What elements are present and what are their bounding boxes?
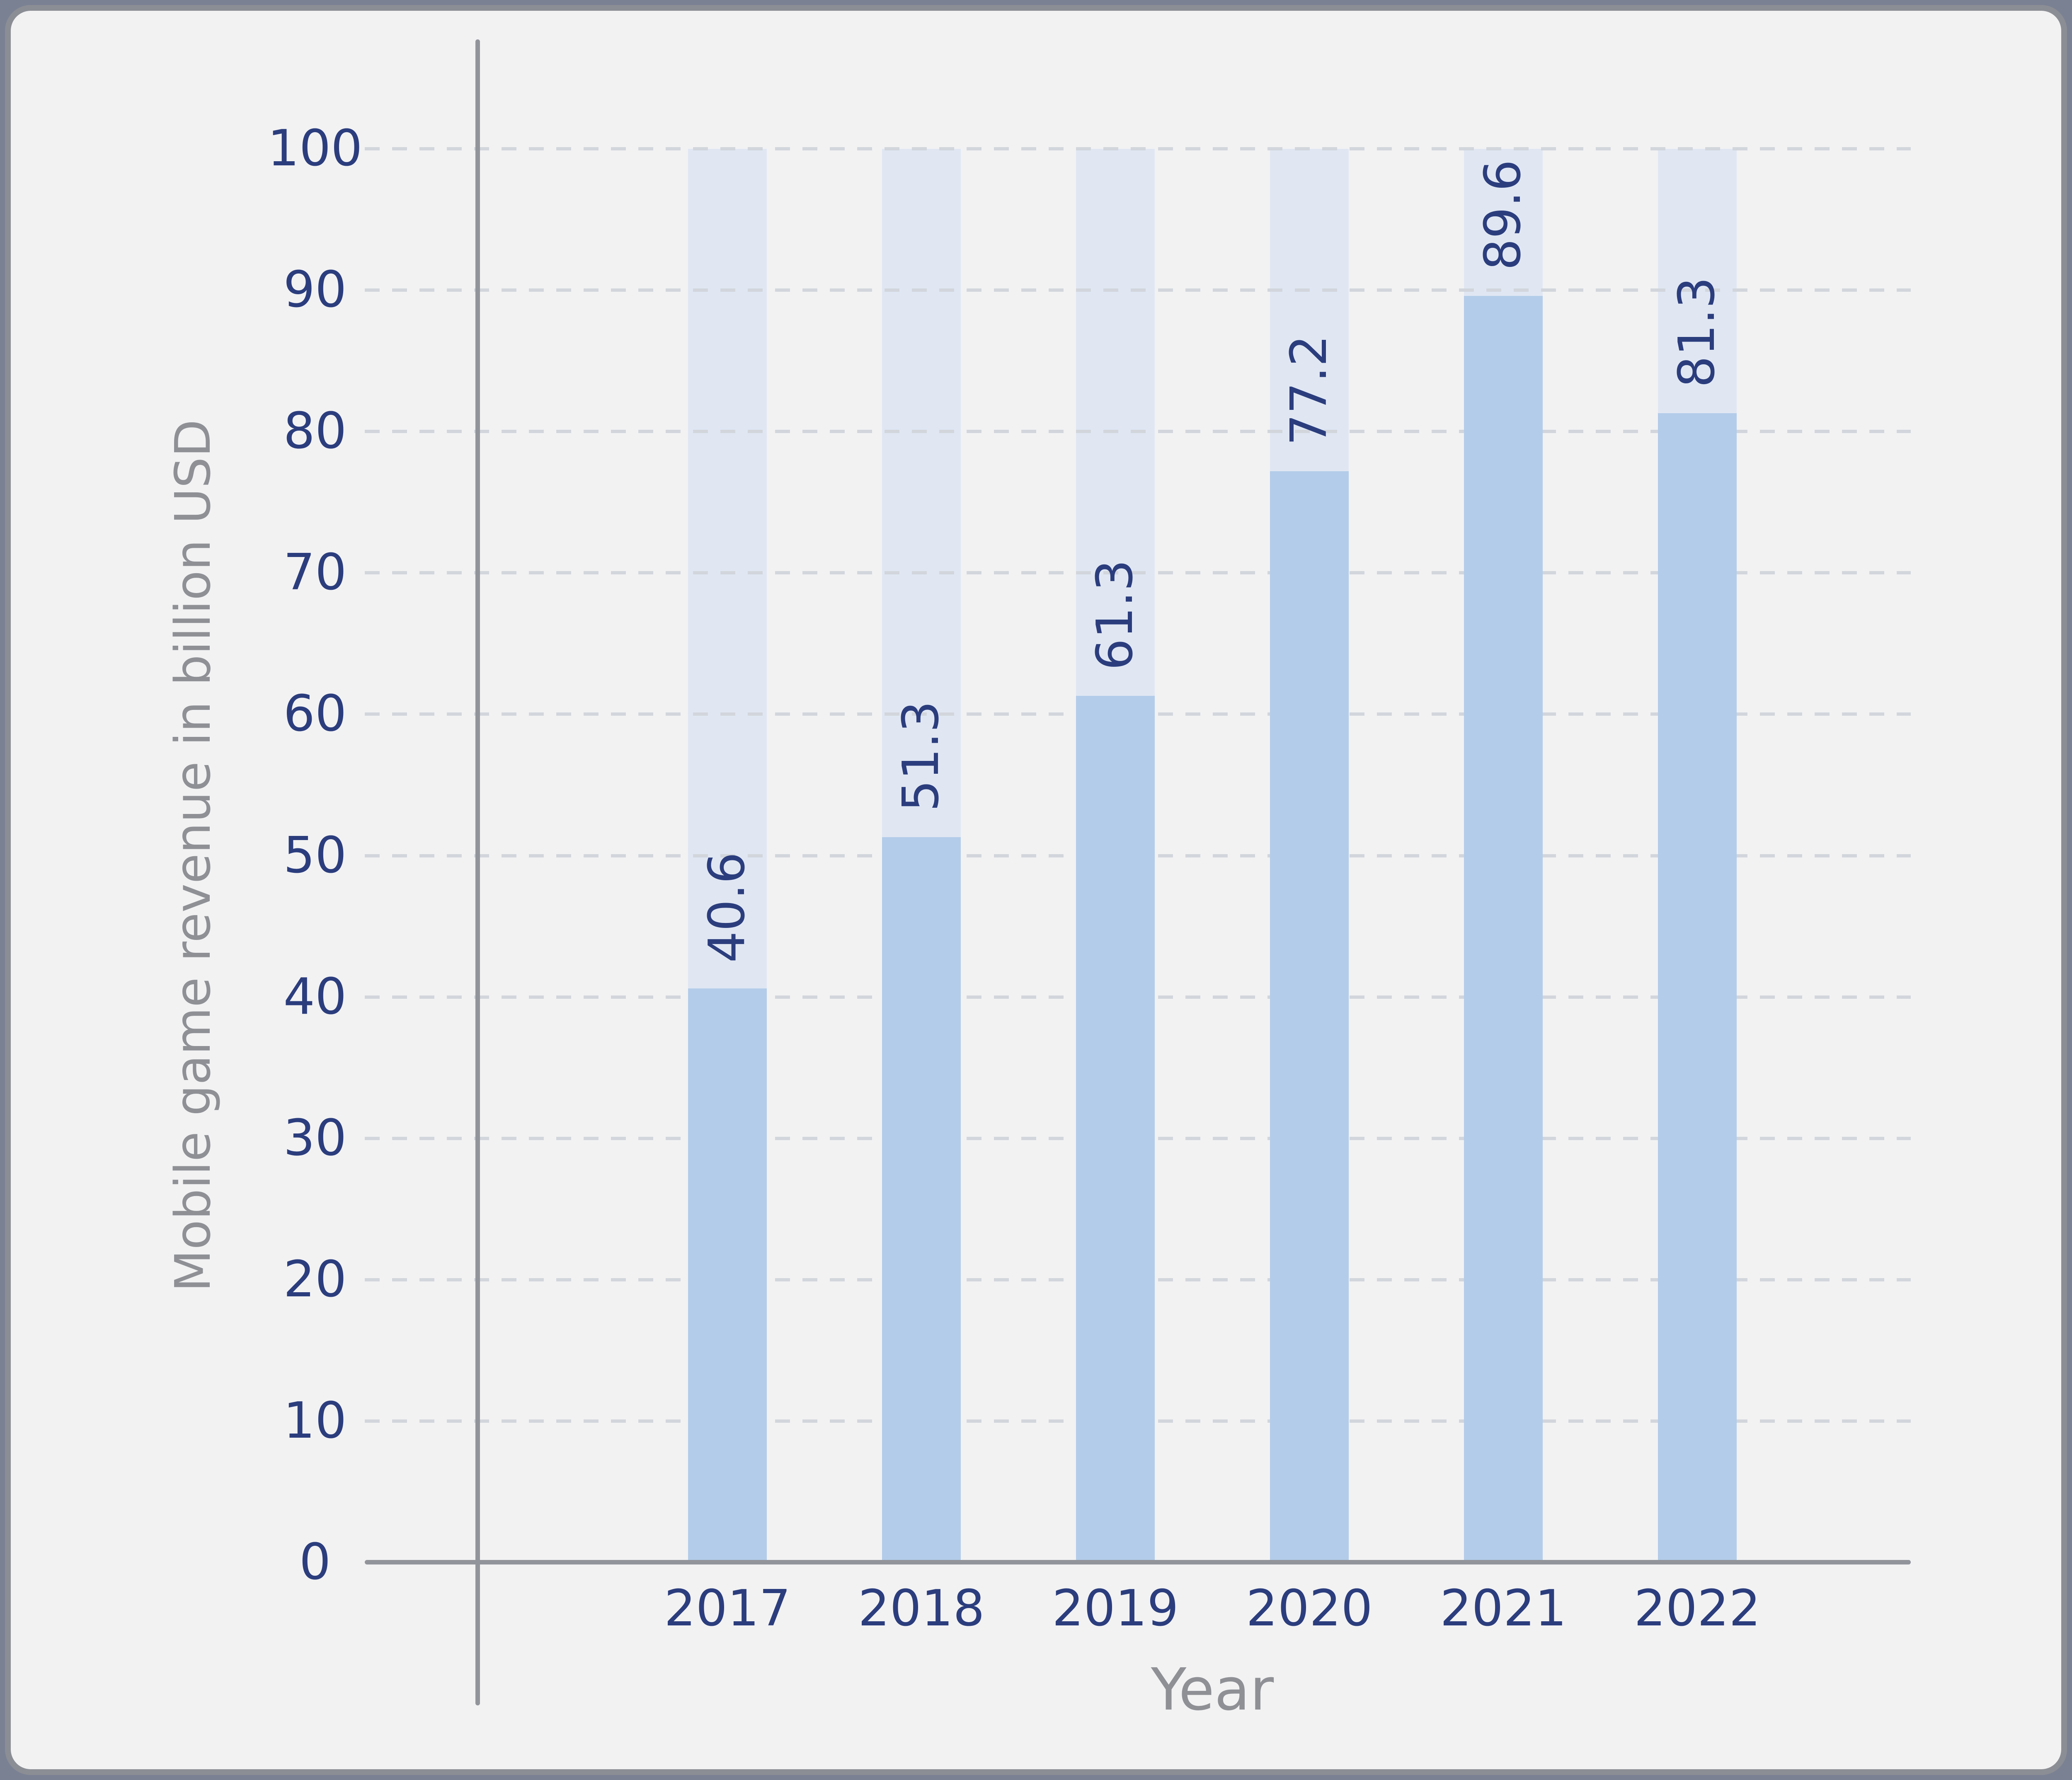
- x-axis-line: [365, 1560, 1911, 1564]
- y-axis-title-container: Mobile game revenue in billion USD: [164, 149, 221, 1562]
- chart-panel: [5, 5, 2067, 1775]
- y-axis-title: Mobile game revenue in billion USD: [164, 419, 221, 1292]
- y-axis-line: [475, 39, 480, 1705]
- x-axis-title: Year: [1151, 1656, 1274, 1724]
